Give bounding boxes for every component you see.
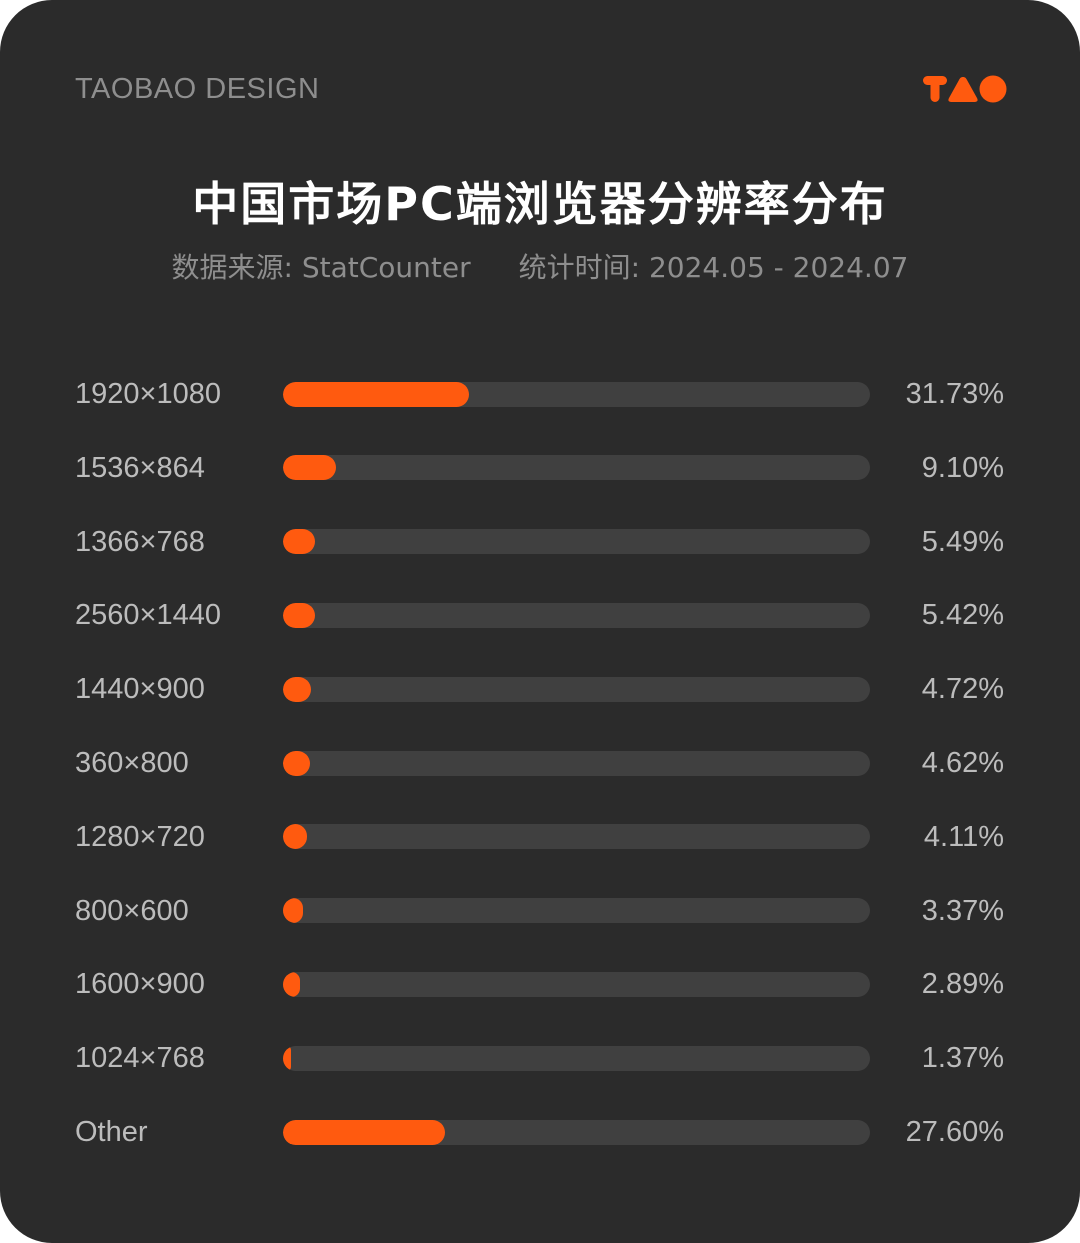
bar-label: 800×600 <box>75 894 189 927</box>
tao-logo-icon <box>923 75 1007 103</box>
bar-label: 1440×900 <box>75 673 205 706</box>
bar-track <box>283 1119 870 1145</box>
bar-track <box>283 971 870 997</box>
brand-name: TAOBAO DESIGN <box>75 73 320 105</box>
bar-label: Other <box>75 1116 148 1148</box>
data-period: 统计时间: 2024.05 - 2024.07 <box>518 251 909 284</box>
bar-track <box>283 529 870 555</box>
bar-value-label: 27.60% <box>905 1116 1004 1148</box>
bar-fill <box>283 824 308 850</box>
bar-track <box>283 824 870 850</box>
bar-fill <box>283 381 470 407</box>
bar-fill <box>283 455 337 481</box>
bar-value-label: 5.42% <box>921 599 1004 632</box>
bar-label: 1280×720 <box>75 820 205 853</box>
bar-label: 360×800 <box>75 747 189 779</box>
bar-value-label: 31.73% <box>905 378 1004 410</box>
bar-label: 1600×900 <box>75 968 205 1001</box>
bar-track <box>283 750 870 776</box>
data-source: 数据来源: StatCounter <box>171 251 471 284</box>
bar-track <box>283 676 870 702</box>
bar-value-label: 9.10% <box>921 451 1004 484</box>
bar-label: 2560×1440 <box>75 599 221 632</box>
bar-label: 1024×768 <box>75 1042 205 1075</box>
bar-value-label: 2.89% <box>921 968 1004 1001</box>
bar-track <box>283 1045 870 1071</box>
bar-fill <box>283 1119 445 1145</box>
bar-fill <box>283 1045 292 1071</box>
bar-track <box>283 898 870 924</box>
bar-label: 1366×768 <box>75 525 205 558</box>
bar-fill <box>283 529 316 555</box>
bar-fill <box>283 676 311 702</box>
bar-value-label: 1.37% <box>921 1042 1004 1075</box>
bar-value-label: 4.72% <box>921 673 1004 706</box>
bar-fill <box>283 971 300 997</box>
chart-title: 中国市场PC端浏览器分辨率分布 <box>192 177 888 231</box>
bar-value-label: 4.62% <box>921 747 1004 779</box>
chart-subtitle: 数据来源: StatCounter 统计时间: 2024.05 - 2024.07 <box>0 250 1080 286</box>
bar-value-label: 5.49% <box>921 525 1004 558</box>
bar-value-label: 3.37% <box>921 894 1004 927</box>
bar-track <box>283 602 870 628</box>
bar-fill <box>283 750 311 776</box>
bar-label: 1536×864 <box>75 451 205 484</box>
bar-fill <box>283 602 315 628</box>
bar-label: 1920×1080 <box>75 378 221 410</box>
bar-fill <box>283 898 303 924</box>
bar-value-label: 4.11% <box>923 820 1004 853</box>
bar-track <box>283 381 870 407</box>
bar-track <box>283 455 870 481</box>
